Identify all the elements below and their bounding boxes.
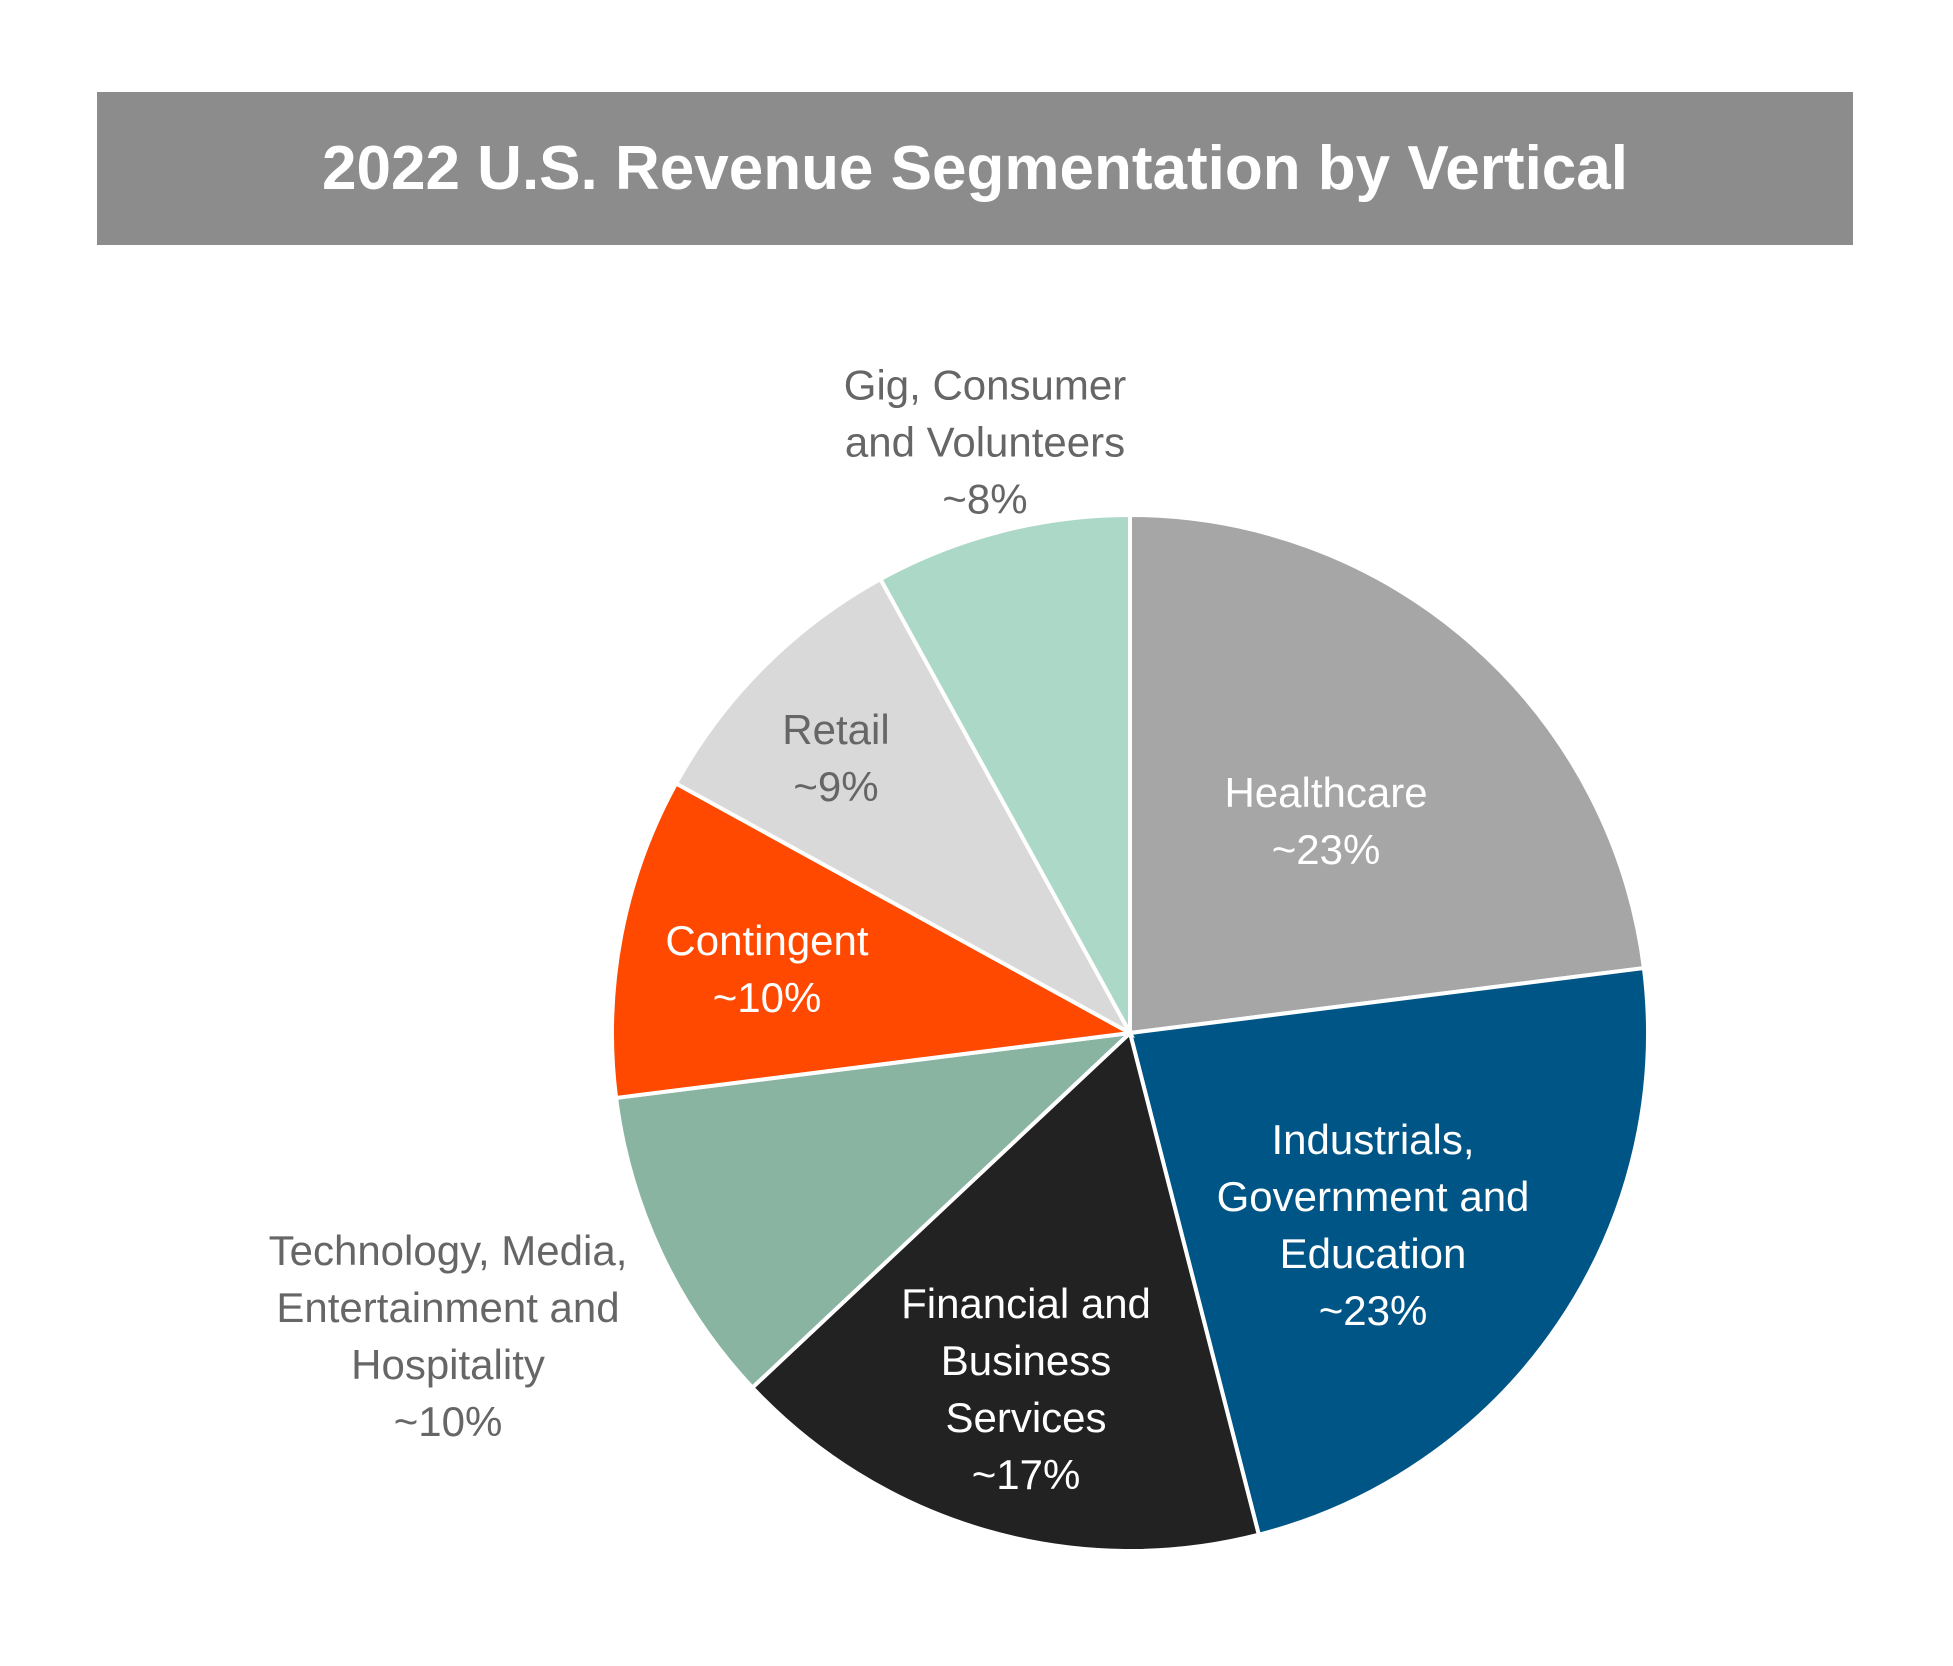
value-label: ~23%: [1271, 826, 1381, 873]
pie-slice: [613, 1030, 1136, 1391]
category-label: Financial and Business Services: [901, 1280, 1151, 1441]
value-label: ~8%: [942, 475, 1028, 523]
category-label: Industrials, Government and Education: [1216, 1116, 1530, 1277]
chart-title: 2022 U.S. Revenue Segmentation by Vertic…: [322, 134, 1628, 203]
slice-label: Healthcare ~23%: [1166, 764, 1486, 878]
category-label: Gig, Consumer and Volunteers: [843, 361, 1127, 466]
slice-label: Financial and Business Services ~17%: [876, 1275, 1176, 1503]
slice-label: Technology, Media, Entertainment and Hos…: [233, 1222, 663, 1450]
category-label: Contingent: [665, 917, 869, 964]
category-label: Retail: [782, 706, 890, 753]
category-label: Healthcare: [1224, 769, 1428, 816]
pie-slice: [1127, 965, 1650, 1538]
slice-label: Industrials, Government and Education ~23…: [1213, 1111, 1533, 1339]
value-label: ~9%: [793, 763, 879, 810]
slice-label: Gig, Consumer and Volunteers ~8%: [815, 357, 1155, 528]
value-label: ~10%: [712, 974, 822, 1021]
pie-slice: [749, 1029, 1262, 1554]
pie-slice: [610, 780, 1137, 1101]
pie-slice: [877, 512, 1132, 1034]
slice-label: Retail ~9%: [736, 701, 936, 815]
value-label: ~23%: [1318, 1287, 1428, 1334]
slice-label: Contingent ~10%: [607, 912, 927, 1026]
category-label: Technology, Media, Entertainment and Hos…: [268, 1227, 628, 1388]
title-bar: 2022 U.S. Revenue Segmentation by Vertic…: [97, 92, 1853, 245]
pie-slice: [673, 576, 1136, 1039]
pie-slice: [1128, 512, 1647, 1036]
value-label: ~17%: [971, 1451, 1081, 1498]
value-label: ~10%: [393, 1398, 503, 1445]
